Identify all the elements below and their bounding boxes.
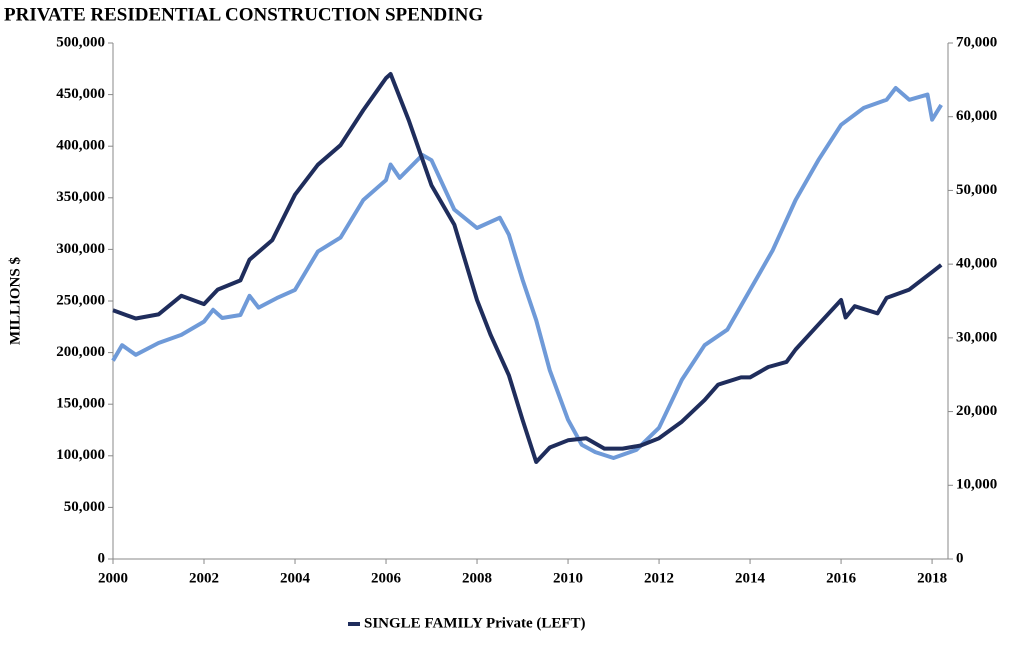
x-tick-label: 2004 [280, 570, 311, 586]
series-line [112, 72, 943, 464]
y-tick-label: 200,000 [56, 344, 105, 360]
x-tick-label: 2002 [189, 570, 219, 586]
y2-tick-label: 20,000 [956, 403, 997, 419]
y2-tick-label: 70,000 [956, 34, 997, 50]
x-tick-label: 2018 [917, 570, 947, 586]
x-tick-label: 2014 [735, 570, 766, 586]
legend-label: SINGLE FAMILY Private (LEFT) [364, 615, 586, 631]
y2-tick-label: 50,000 [956, 182, 997, 198]
y-tick-label: 250,000 [56, 292, 105, 308]
x-tick-label: 2010 [553, 570, 583, 586]
series-line [111, 86, 943, 460]
y-tick-label: 150,000 [56, 396, 105, 412]
y-tick-label: 0 [98, 550, 106, 566]
y-tick-label: 450,000 [56, 86, 105, 102]
x-tick-label: 2012 [644, 570, 674, 586]
x-tick-label: 2006 [371, 570, 402, 586]
y-tick-label: 50,000 [64, 499, 105, 515]
y-tick-label: 300,000 [56, 241, 105, 257]
y2-tick-label: 40,000 [956, 256, 997, 272]
y-axis-label: MILLIONS $ [7, 257, 23, 345]
y2-tick-label: 0 [956, 550, 964, 566]
y-tick-label: 500,000 [56, 34, 105, 50]
y-tick-label: 100,000 [56, 447, 105, 463]
y-tick-label: 400,000 [56, 138, 105, 154]
y-tick-label: 350,000 [56, 189, 105, 205]
chart-title: PRIVATE RESIDENTIAL CONSTRUCTION SPENDIN… [4, 4, 483, 25]
y2-tick-label: 10,000 [956, 477, 997, 493]
y2-tick-label: 30,000 [956, 329, 997, 345]
y2-tick-label: 60,000 [956, 108, 997, 124]
x-tick-label: 2016 [826, 570, 857, 586]
x-tick-label: 2008 [462, 570, 492, 586]
x-tick-label: 2000 [98, 570, 128, 586]
